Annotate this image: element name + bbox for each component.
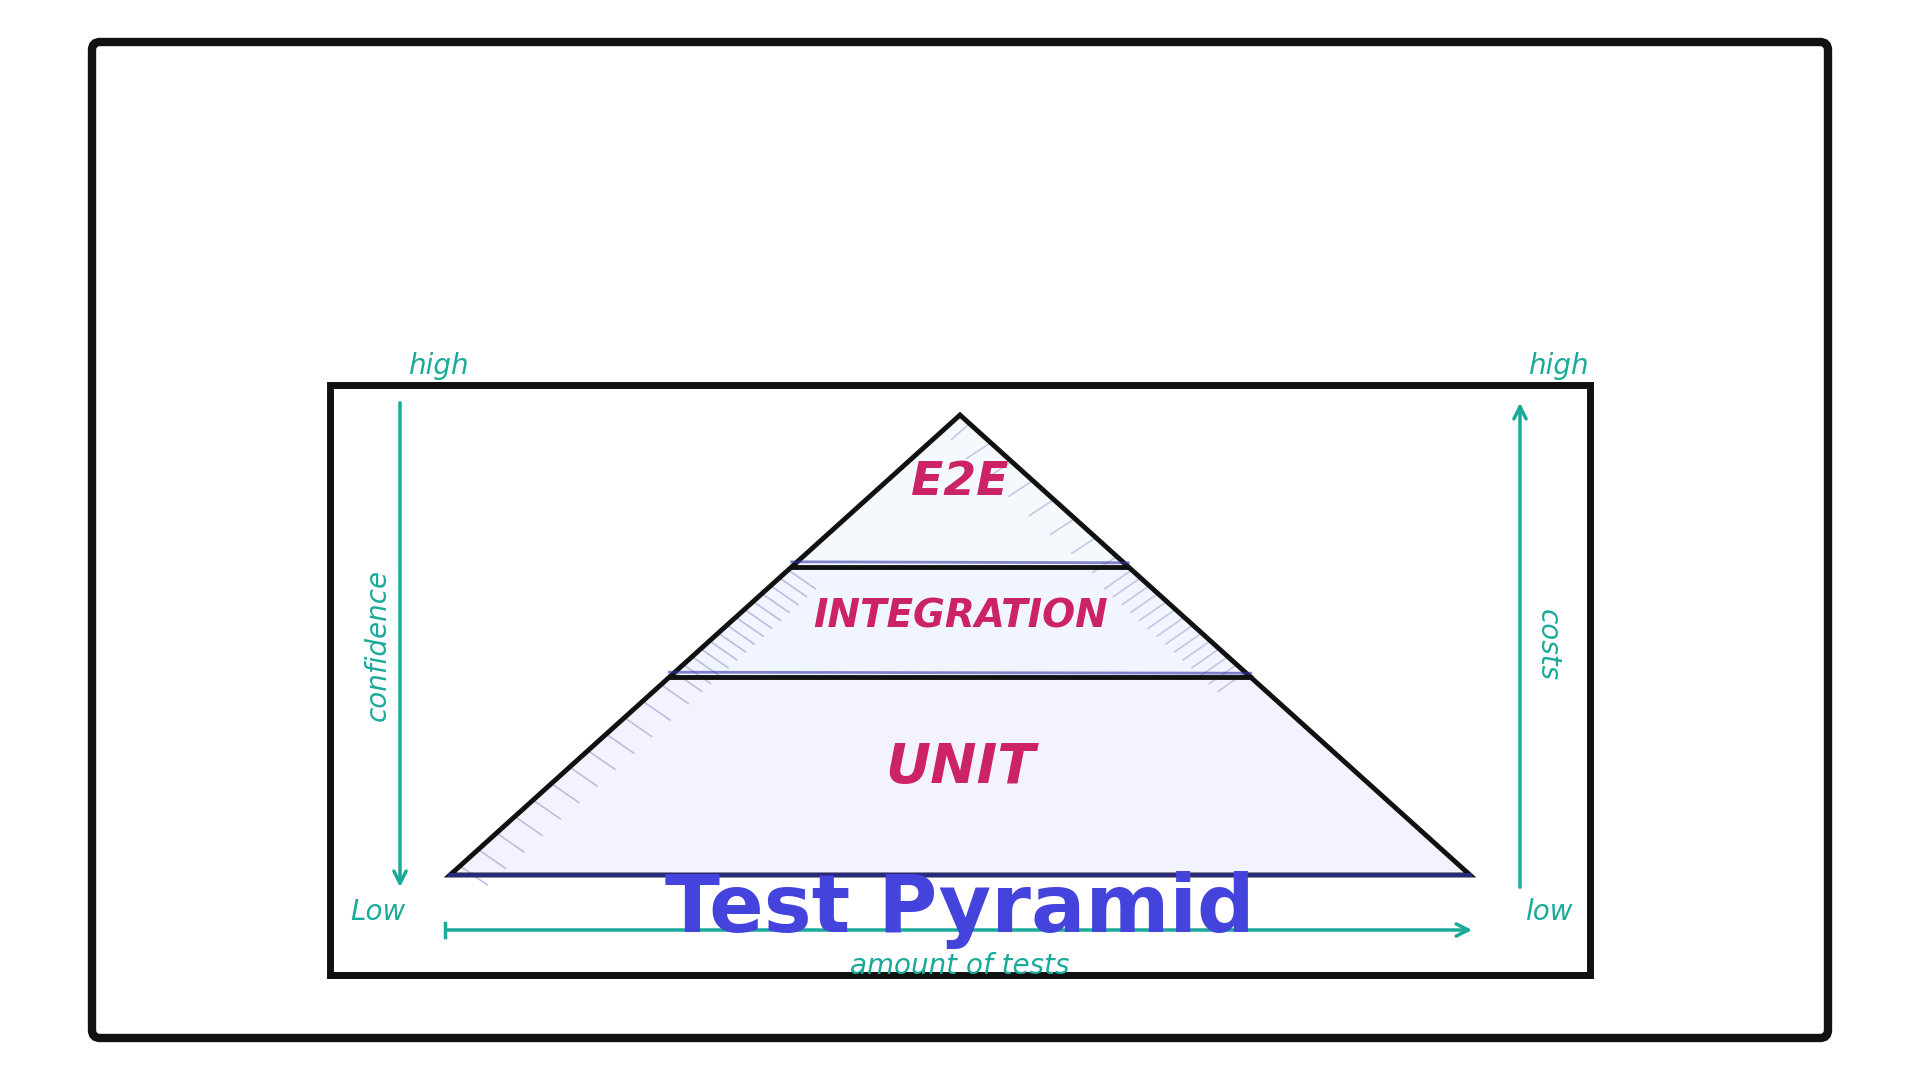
Polygon shape [670,567,1250,677]
Text: INTEGRATION: INTEGRATION [812,598,1108,636]
FancyBboxPatch shape [92,42,1828,1038]
Text: confidence: confidence [365,569,392,721]
Text: amount of tests: amount of tests [851,951,1069,980]
Text: high: high [407,352,468,380]
Text: costs: costs [1534,609,1563,681]
Text: UNIT: UNIT [885,741,1035,795]
Bar [330,384,1590,975]
Text: E2E: E2E [912,460,1008,505]
Text: Low: Low [349,897,405,926]
Text: Test Pyramid: Test Pyramid [664,870,1256,949]
Text: low: low [1524,897,1572,926]
Polygon shape [449,677,1471,875]
Polygon shape [791,415,1129,567]
Text: high: high [1528,352,1588,380]
